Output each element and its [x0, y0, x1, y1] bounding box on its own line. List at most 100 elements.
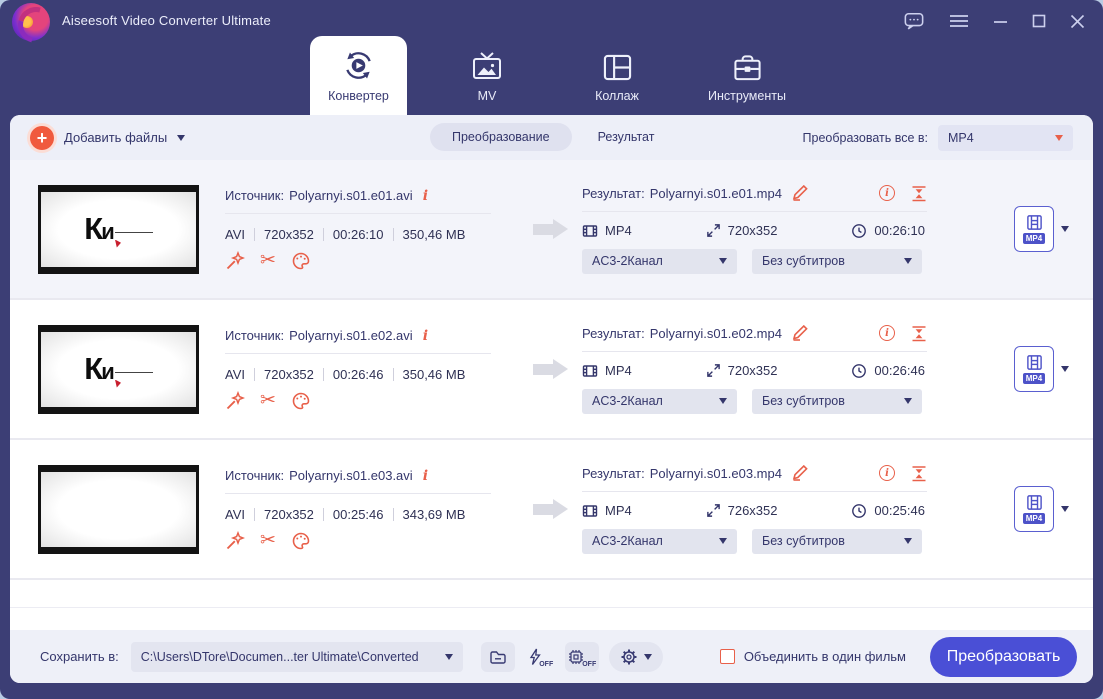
- format-profile-area: MP4: [1014, 486, 1069, 532]
- chevron-down-icon: [904, 538, 912, 544]
- rename-pencil-icon[interactable]: [791, 185, 809, 201]
- source-label: Источник:: [225, 328, 285, 343]
- tab-mv[interactable]: MV: [447, 36, 527, 115]
- open-folder-button[interactable]: [480, 641, 515, 672]
- view-tab-result[interactable]: Результат: [597, 130, 655, 144]
- view-tab-converting[interactable]: Преобразование: [430, 123, 572, 151]
- info-icon[interactable]: i: [422, 187, 429, 204]
- result-filename: Polyarnyi.s01.e03.mp4: [649, 465, 782, 481]
- adjust-settings-icon[interactable]: [911, 465, 927, 482]
- audio-track-select[interactable]: AC3-2Канал: [582, 528, 737, 554]
- info-icon[interactable]: i: [422, 467, 429, 484]
- output-duration: 00:26:46: [874, 363, 925, 378]
- chevron-down-icon[interactable]: [1061, 506, 1069, 512]
- source-duration: 00:25:46: [332, 506, 384, 522]
- clock-icon: [852, 363, 867, 378]
- add-files-button[interactable]: + Добавить файлы: [30, 125, 186, 150]
- thumbnail-logo-text: Ки: [84, 211, 114, 246]
- output-duration: 00:25:46: [874, 503, 925, 518]
- palette-effect-icon[interactable]: [291, 391, 311, 411]
- tab-collage[interactable]: Коллаж: [567, 36, 667, 115]
- magic-wand-icon[interactable]: [225, 530, 245, 551]
- info-icon[interactable]: i: [422, 327, 429, 344]
- chevron-down-icon: [719, 538, 727, 544]
- chevron-down-icon: [904, 398, 912, 404]
- hardware-acceleration-toggle[interactable]: OFF: [525, 642, 557, 672]
- result-info: Результат: Polyarnyi.s01.e01.mp4 i: [582, 185, 927, 274]
- source-resolution: 720x352: [264, 506, 314, 522]
- file-list: Ки Источник: Polyarnyi.s01.e01.avi i AVI: [10, 160, 1093, 630]
- result-info: Результат: Polyarnyi.s01.e02.mp4 i: [582, 325, 927, 414]
- merge-checkbox[interactable]: [719, 649, 735, 664]
- minimize-button[interactable]: [993, 14, 1008, 28]
- subtitle-value: Без субтитров: [762, 534, 845, 548]
- result-filename: Polyarnyi.s01.e02.mp4: [649, 325, 782, 341]
- source-info: Источник: Polyarnyi.s01.e01.avi i AVI 72…: [225, 188, 491, 271]
- magic-wand-icon[interactable]: [225, 390, 245, 411]
- output-info-icon[interactable]: i: [879, 465, 895, 481]
- mv-icon: [471, 46, 503, 82]
- gpu-acceleration-toggle[interactable]: OFF: [564, 641, 599, 672]
- merge-checkbox-group[interactable]: Объединить в один фильм: [719, 649, 906, 664]
- folder-icon: [490, 650, 506, 664]
- thumbnail-line: [114, 371, 153, 373]
- rename-pencil-icon[interactable]: [791, 325, 809, 341]
- format-profile-area: MP4: [1014, 346, 1069, 392]
- subtitle-select[interactable]: Без субтитров: [752, 388, 922, 414]
- off-label: OFF: [539, 660, 554, 668]
- output-format: MP4: [605, 223, 632, 238]
- rename-pencil-icon[interactable]: [791, 465, 809, 481]
- audio-track-select[interactable]: AC3-2Канал: [582, 388, 737, 414]
- profile-format-button[interactable]: MP4: [1014, 206, 1054, 252]
- gear-icon: [621, 649, 637, 664]
- output-meta: MP4 720x352 00:26:46: [582, 363, 927, 379]
- subtitle-select[interactable]: Без субтитров: [752, 528, 922, 554]
- track-selects: AC3-2Канал Без субтитров: [582, 388, 927, 414]
- profile-format-button[interactable]: MP4: [1014, 346, 1054, 392]
- adjust-settings-icon[interactable]: [911, 325, 927, 342]
- maximize-button[interactable]: [1032, 14, 1046, 28]
- chevron-down-icon[interactable]: [1061, 226, 1069, 232]
- tab-converter[interactable]: Конвертер: [310, 36, 407, 115]
- chevron-down-icon: [719, 258, 727, 264]
- track-selects: AC3-2Канал Без субтитров: [582, 528, 927, 554]
- edit-tools: ✂: [225, 390, 491, 411]
- feedback-icon[interactable]: [903, 11, 925, 31]
- scissors-cut-icon[interactable]: ✂: [260, 250, 276, 271]
- save-path-select[interactable]: C:\Users\DTore\Documen...ter Ultimate\Co…: [130, 641, 463, 672]
- output-info-icon[interactable]: i: [879, 325, 895, 341]
- scissors-cut-icon[interactable]: ✂: [260, 390, 276, 411]
- magic-wand-icon[interactable]: [225, 250, 245, 271]
- source-resolution: 720x352: [264, 226, 314, 242]
- adjust-settings-icon[interactable]: [911, 185, 927, 202]
- output-info-icon[interactable]: i: [879, 185, 895, 201]
- profile-format-button[interactable]: MP4: [1014, 486, 1054, 532]
- tab-tools[interactable]: Инструменты: [687, 36, 807, 115]
- convert-all-format-select[interactable]: MP4: [938, 124, 1073, 151]
- source-filename: Polyarnyi.s01.e02.avi: [289, 328, 413, 343]
- result-info: Результат: Polyarnyi.s01.e03.mp4 i: [582, 465, 927, 554]
- add-files-label: Добавить файлы: [64, 130, 168, 145]
- table-row[interactable]: Ки Источник: Polyarnyi.s01.e02.avi i AVI: [10, 300, 1093, 440]
- titlebar: Aiseesoft Video Converter Ultimate: [0, 0, 1103, 41]
- settings-button[interactable]: [608, 641, 663, 672]
- menu-icon[interactable]: [949, 13, 969, 29]
- palette-effect-icon[interactable]: [291, 531, 311, 551]
- table-row[interactable]: Ки Источник: Polyarnyi.s01.e01.avi i AVI: [10, 160, 1093, 300]
- convert-button[interactable]: Преобразовать: [930, 636, 1077, 677]
- subtitle-select[interactable]: Без субтитров: [752, 248, 922, 274]
- table-row[interactable]: Источник: Polyarnyi.s01.e03.avi i AVI 72…: [10, 440, 1093, 580]
- audio-track-select[interactable]: AC3-2Канал: [582, 248, 737, 274]
- main-panel: + Добавить файлы Преобразование Результа…: [10, 115, 1093, 683]
- chevron-down-icon[interactable]: [1061, 366, 1069, 372]
- result-label: Результат:: [582, 185, 645, 201]
- output-resolution: 720x352: [727, 363, 778, 378]
- close-button[interactable]: [1070, 14, 1085, 29]
- chevron-down-icon: [719, 398, 727, 404]
- toolbar: + Добавить файлы Преобразование Результа…: [10, 115, 1093, 160]
- output-duration: 00:26:10: [874, 223, 925, 238]
- palette-effect-icon[interactable]: [291, 251, 311, 271]
- output-resolution: 726x352: [727, 503, 778, 518]
- scissors-cut-icon[interactable]: ✂: [260, 530, 276, 551]
